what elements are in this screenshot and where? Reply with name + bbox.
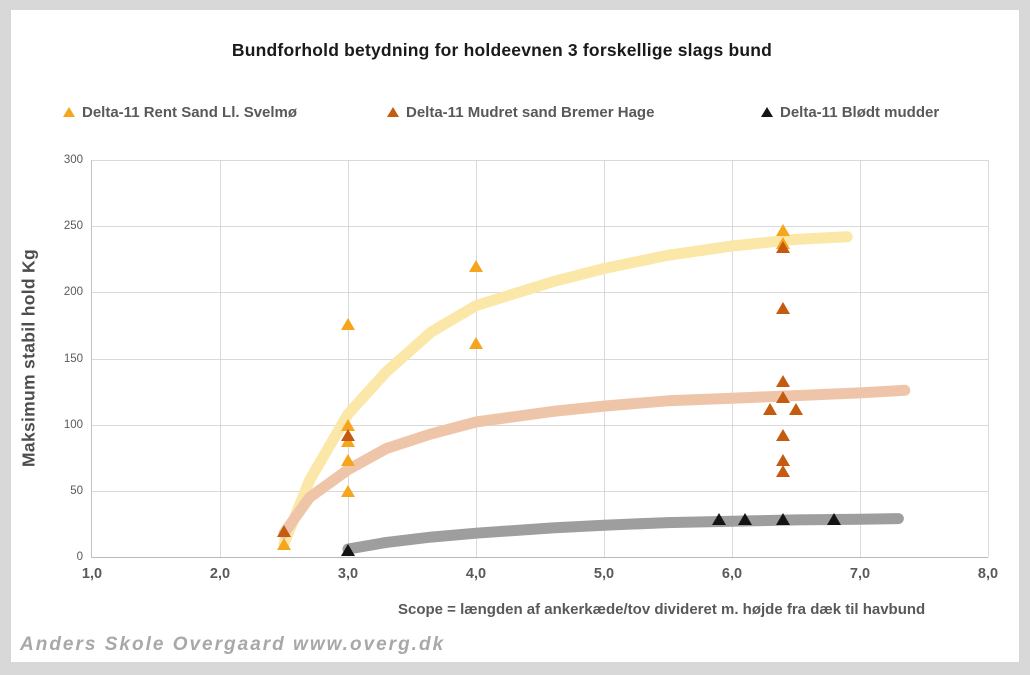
gridline-horizontal [92,358,988,360]
legend-label: Delta-11 Blødt mudder [780,103,940,121]
x-tick-label: 7,0 [849,566,871,582]
data-point-triangle-icon [737,512,752,525]
gridline-vertical [860,160,861,557]
legend-item-rent-sand: Delta-11 Rent Sand Ll. Svelmø [63,101,297,123]
trendlines-layer [278,231,911,555]
gridline-horizontal [92,424,988,426]
trendline-series-2 [342,513,904,555]
data-point-triangle-icon [789,402,803,415]
data-point-triangle-icon [277,524,291,537]
x-tick-label: 2,0 [209,566,231,582]
triangle-icon [63,107,75,117]
data-point-triangle-icon [776,429,791,442]
data-point-triangle-icon [776,374,791,387]
trendline-series-0 [278,231,853,550]
y-tick-label: 100 [63,418,83,431]
gridline-horizontal [92,160,988,161]
data-point-triangle-icon [776,512,791,525]
y-tick-label: 50 [70,484,83,497]
y-tick-label: 200 [63,286,83,299]
data-point-triangle-icon [776,454,791,467]
gridline-vertical [348,160,349,557]
gridline-horizontal [92,292,988,294]
data-point-triangle-icon [776,241,791,254]
triangle-icon [387,107,399,117]
legend-item-blodt-mudder: Delta-11 Blødt mudder [761,101,939,123]
legend-label: Delta-11 Rent Sand Ll. Svelmø [82,103,298,121]
gridline-vertical [220,160,221,557]
gridline-vertical [732,160,733,557]
data-point-triangle-icon [341,418,355,431]
x-tick-label: 8,0 [977,566,999,582]
x-tick-label: 6,0 [721,566,743,582]
y-tick-label: 250 [63,220,83,233]
gridline-vertical [988,160,989,557]
data-point-triangle-icon [776,302,791,315]
data-point-triangle-icon [776,464,791,477]
data-point-triangle-icon [277,537,291,550]
legend-label: Delta-11 Mudret sand Bremer Hage [406,103,655,121]
data-point-triangle-icon [763,402,778,415]
y-tick-label: 150 [63,352,83,365]
data-point-triangle-icon [341,484,355,497]
triangle-icon [761,107,773,117]
x-tick-label: 1,0 [81,566,103,582]
data-point-triangle-icon [341,544,355,557]
gridline-vertical [476,160,477,557]
data-point-triangle-icon [341,454,355,467]
legend-item-mudret-sand: Delta-11 Mudret sand Bremer Hage [387,101,654,123]
plot-area: 0 50 100 150 200 250 300 1,0 2,0 3,0 4,0 5,0 6,0 7,0 8… [64,154,998,582]
x-tick-label: 3,0 [337,566,359,582]
x-axis-title: Scope = længden af ankerkæde/tov divider… [398,601,926,618]
data-point-triangle-icon [341,429,355,442]
data-point-triangle-icon [341,318,355,331]
chart-sheet: Bundforhold betydning for holdeevnen 3 f… [11,10,1019,662]
gridline-horizontal [92,226,988,228]
gridline-horizontal [92,490,988,492]
watermark-text: Anders Skole Overgaard www.overg.dk [20,634,446,655]
data-point-triangle-icon [776,224,791,237]
x-tick-label: 4,0 [465,566,487,582]
trendline-series-1 [278,384,911,539]
chart-title: Bundforhold betydning for holdeevnen 3 f… [231,40,773,60]
y-tick-label: 0 [76,551,83,563]
data-point-triangle-icon [712,512,727,525]
data-point-triangle-icon [469,259,483,272]
gridline-vertical [604,160,605,557]
x-tick-label: 5,0 [593,566,615,582]
data-point-triangle-icon [469,336,483,349]
data-point-triangle-icon [776,390,791,403]
y-tick-label: 300 [63,154,83,166]
data-point-triangle-icon [827,512,842,525]
